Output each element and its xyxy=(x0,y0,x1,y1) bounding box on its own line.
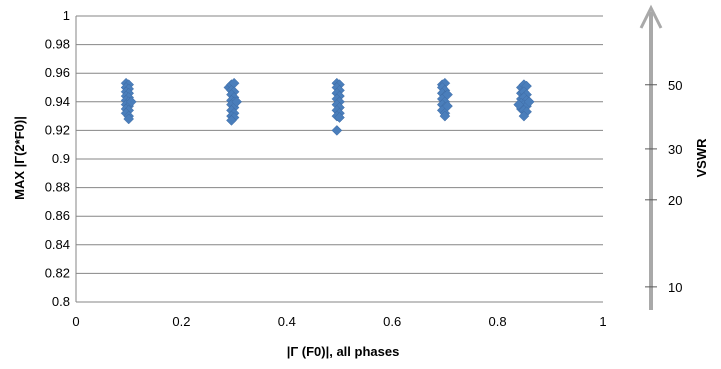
x-axis-title: |Γ (F0)|, all phases xyxy=(287,344,400,359)
y-tick-label: 0.82 xyxy=(45,265,70,280)
data-point xyxy=(513,99,525,111)
data-point xyxy=(123,113,135,125)
vswr-tick-label: 30 xyxy=(668,142,682,157)
y-tick-label: 0.98 xyxy=(45,37,70,52)
data-point xyxy=(442,100,453,112)
y-tick-label: 0.84 xyxy=(45,237,70,252)
x-tick-label: 0.8 xyxy=(489,314,507,329)
y-tick-label: 0.86 xyxy=(45,208,70,223)
y-tick-label: 0.92 xyxy=(45,122,70,137)
y-tick-label: 0.94 xyxy=(45,94,70,109)
data-point xyxy=(226,115,237,126)
data-point xyxy=(125,96,137,108)
y-tick-label: 0.9 xyxy=(52,151,70,166)
vswr-tick-label: 20 xyxy=(668,193,682,208)
y-tick-label: 0.8 xyxy=(52,294,70,309)
x-tick-label: 0.6 xyxy=(383,314,401,329)
data-point xyxy=(331,125,343,136)
x-tick-label: 1 xyxy=(599,314,606,329)
data-point xyxy=(231,96,243,108)
vswr-axis-title: VSWR xyxy=(694,138,709,178)
x-tick-label: 0.2 xyxy=(172,314,190,329)
x-tick-label: 0.4 xyxy=(278,314,296,329)
vswr-tick-label: 10 xyxy=(668,280,682,295)
x-tick-label: 0 xyxy=(72,314,79,329)
y-axis-title: MAX |Γ(2*F0)| xyxy=(12,116,27,200)
data-point xyxy=(439,110,451,122)
y-tick-label: 1 xyxy=(63,8,70,23)
data-point xyxy=(334,112,345,123)
grid-lines xyxy=(75,15,603,303)
y-tick-labels: 0.8 0.82 0.84 0.86 0.88 0.9 0.92 0.94 0.96 0.98 1 xyxy=(45,8,70,309)
data-points xyxy=(120,77,535,136)
vswr-tick-label: 50 xyxy=(668,78,682,93)
data-point xyxy=(518,110,530,122)
data-point xyxy=(523,96,535,108)
y-tick-label: 0.88 xyxy=(45,180,70,195)
x-tick-labels: 0 0.2 0.4 0.6 0.8 1 xyxy=(72,314,606,329)
y-tick-label: 0.96 xyxy=(45,65,70,80)
vswr-axis: 50 30 20 10 xyxy=(639,4,682,310)
vswr-arrow-head xyxy=(639,4,663,29)
data-point xyxy=(442,89,453,101)
